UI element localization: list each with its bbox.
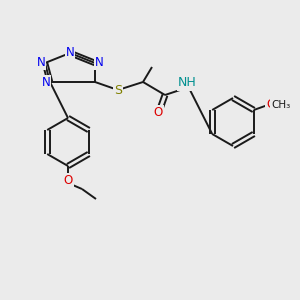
Text: NH: NH [178, 76, 196, 89]
Text: N: N [37, 56, 45, 70]
Text: N: N [94, 56, 103, 70]
Text: N: N [66, 46, 74, 59]
Text: O: O [153, 106, 163, 118]
Text: S: S [114, 83, 122, 97]
Text: O: O [266, 98, 275, 112]
Text: O: O [63, 173, 73, 187]
Text: CH₃: CH₃ [271, 100, 290, 110]
Text: N: N [42, 76, 50, 88]
